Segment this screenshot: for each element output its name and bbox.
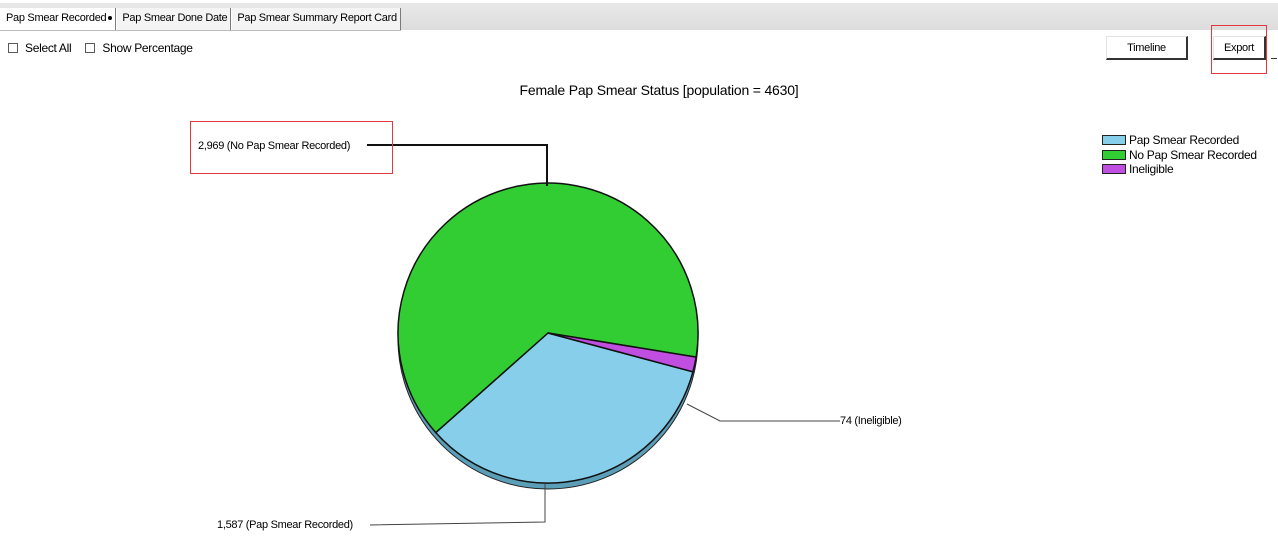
chart-title: Female Pap Smear Status [population = 46… (519, 82, 799, 98)
pie-slice-ineligible (547, 332, 697, 373)
tabs: Pap Smear Recorded Pap Smear Done Date P… (0, 8, 401, 31)
show-percentage-option[interactable]: Show Percentage (85, 41, 193, 55)
tab-strip: Pap Smear Recorded Pap Smear Done Date P… (0, 0, 1278, 31)
pie-slice-no-pap-smear-recorded (397, 182, 699, 434)
pie-slice-pap-smear-recorded (434, 332, 694, 484)
legend-label: No Pap Smear Recorded (1129, 147, 1257, 162)
select-all-option[interactable]: Select All (8, 41, 72, 55)
legend-item: Ineligible (1102, 162, 1257, 177)
active-dot-icon (108, 16, 113, 21)
leader-line-pap-recorded (369, 484, 546, 526)
legend: Pap Smear Recorded No Pap Smear Recorded… (1102, 133, 1257, 177)
tab-label: Pap Smear Done Date (122, 12, 228, 24)
select-all-label: Select All (25, 41, 72, 55)
show-percentage-label: Show Percentage (102, 41, 193, 55)
options-row: Select All Show Percentage (8, 41, 193, 55)
leader-line-no-pap (367, 144, 548, 186)
export-button[interactable]: Export (1213, 36, 1266, 60)
legend-label: Ineligible (1129, 162, 1174, 176)
legend-swatch-no-pap-smear-recorded (1102, 149, 1126, 160)
tab-pap-smear-recorded[interactable]: Pap Smear Recorded (0, 8, 117, 30)
legend-swatch-pap-smear-recorded (1102, 135, 1126, 146)
legend-label: Pap Smear Recorded (1129, 133, 1239, 147)
tab-label: Pap Smear Summary Report Card (237, 12, 397, 24)
legend-item: Pap Smear Recorded (1102, 133, 1257, 148)
tab-label: Pap Smear Recorded (6, 12, 107, 24)
data-label-pap-smear-recorded: 1,587 (Pap Smear Recorded) (217, 519, 353, 531)
leader-line-ineligible (686, 403, 840, 422)
tab-pap-smear-summary-report-card[interactable]: Pap Smear Summary Report Card (231, 8, 401, 30)
select-all-checkbox[interactable] (8, 43, 18, 53)
data-label-no-pap-smear: 2,969 (No Pap Smear Recorded) (198, 140, 351, 152)
legend-item: No Pap Smear Recorded (1102, 148, 1257, 163)
data-label-ineligible: 74 (Ineligible) (840, 415, 902, 427)
legend-swatch-ineligible (1102, 164, 1126, 175)
divider (1271, 58, 1277, 59)
show-percentage-checkbox[interactable] (85, 43, 96, 53)
tab-pap-smear-done-date[interactable]: Pap Smear Done Date (116, 8, 232, 30)
timeline-button[interactable]: Timeline (1106, 36, 1188, 60)
